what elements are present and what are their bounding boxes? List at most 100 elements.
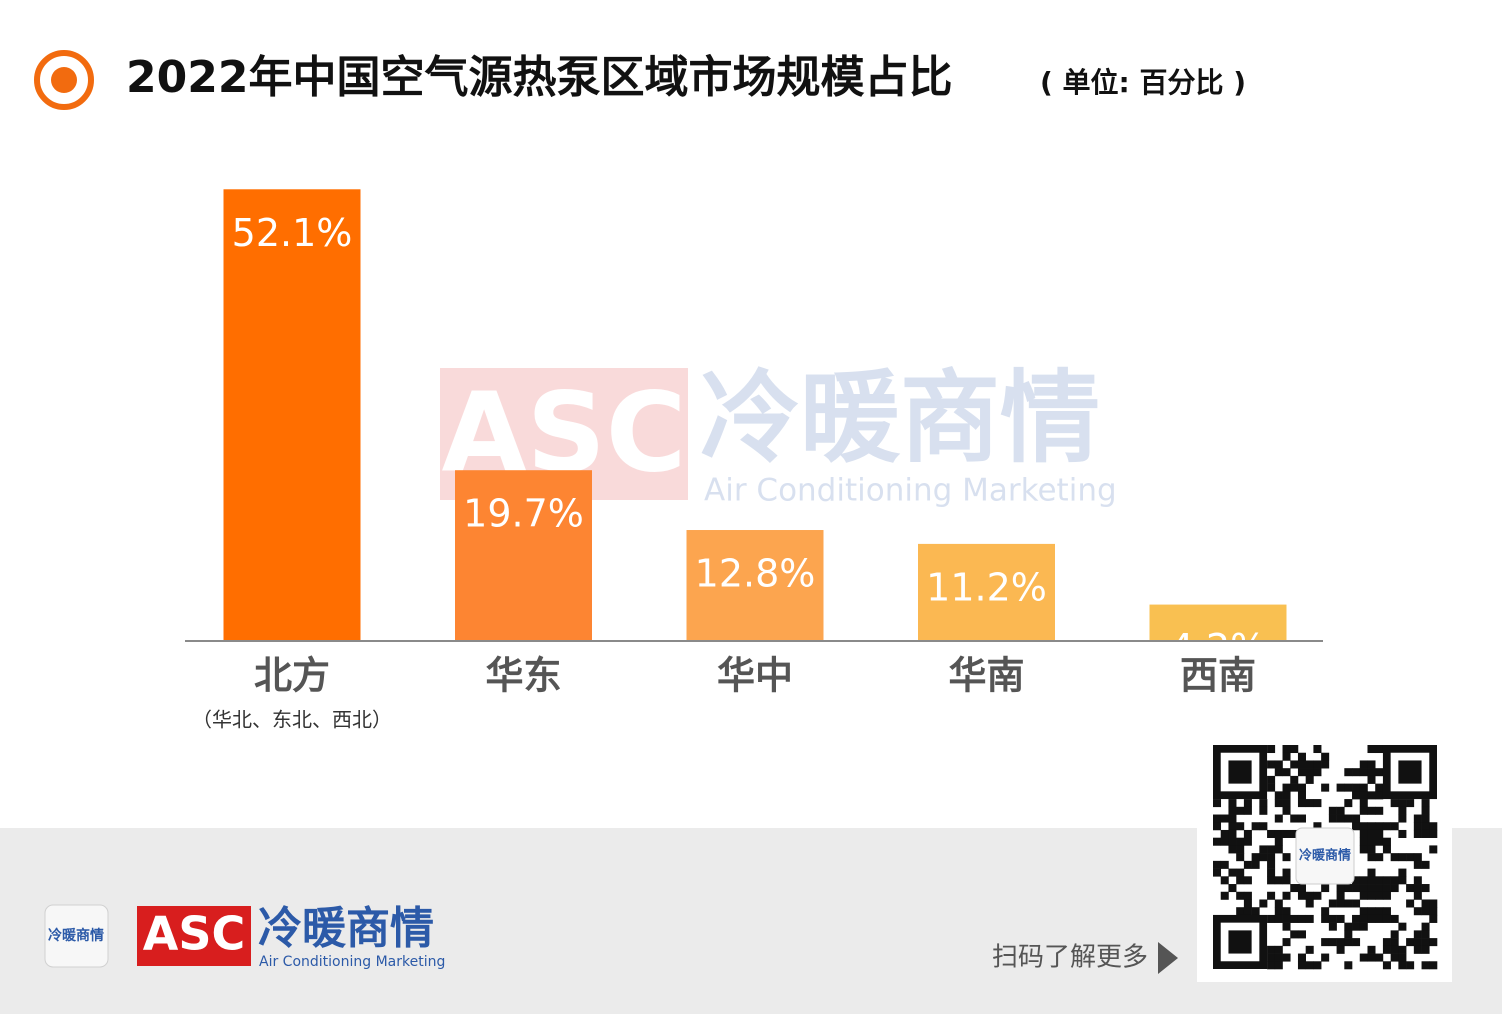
- qr-module: [1398, 922, 1407, 931]
- qr-module: [1406, 853, 1415, 862]
- qr-module: [1321, 914, 1330, 923]
- qr-logo-text: 冷暖商情: [1299, 848, 1351, 864]
- qr-module: [1429, 829, 1438, 838]
- qr-module: [1352, 768, 1361, 777]
- qr-module: [1413, 829, 1422, 838]
- qr-module: [1313, 961, 1322, 970]
- logo-box: [137, 906, 251, 966]
- qr-module: [1375, 853, 1384, 862]
- qr-finder: [1228, 930, 1252, 954]
- chart-title: 2022年中国空气源热泵区域市场规模占比: [126, 52, 952, 103]
- qr-module: [1375, 829, 1384, 838]
- qr-module: [1375, 953, 1384, 962]
- qr-module: [1344, 899, 1353, 908]
- qr-module: [1213, 814, 1222, 823]
- qr-module: [1344, 922, 1353, 931]
- app-icon: [44, 904, 109, 968]
- qr-module: [1390, 945, 1399, 954]
- qr-module: [1282, 922, 1291, 931]
- qr-module: [1290, 829, 1299, 838]
- qr-module: [1352, 876, 1361, 885]
- qr-module: [1236, 891, 1245, 900]
- qr-module: [1359, 891, 1368, 900]
- qr-module: [1352, 884, 1361, 893]
- qr-module: [1220, 876, 1229, 885]
- qr-module: [1228, 806, 1237, 815]
- qr-module: [1421, 860, 1430, 869]
- qr-module: [1359, 953, 1368, 962]
- qr-module: [1297, 752, 1306, 761]
- qr-module: [1321, 953, 1330, 962]
- qr-module: [1313, 760, 1322, 769]
- qr-module: [1429, 914, 1438, 923]
- watermark-tagline: Air Conditioning Marketing: [704, 473, 1117, 509]
- qr-module: [1375, 907, 1384, 916]
- qr-module: [1297, 884, 1306, 893]
- qr-module: [1406, 884, 1415, 893]
- qr-module: [1367, 745, 1376, 754]
- qr-module: [1352, 791, 1361, 800]
- qr-module: [1406, 961, 1415, 970]
- qr-module: [1382, 884, 1391, 893]
- qr-module: [1305, 945, 1314, 954]
- qr-module: [1367, 768, 1376, 777]
- x-tick-label: 华南: [948, 654, 1024, 698]
- qr-module: [1282, 806, 1291, 815]
- qr-module: [1267, 829, 1276, 838]
- qr-module: [1367, 806, 1376, 815]
- qr-module: [1267, 853, 1276, 862]
- value-label: 12.8%: [695, 552, 816, 596]
- qr-finder: [1228, 760, 1252, 784]
- qr-module: [1421, 930, 1430, 939]
- qr-module: [1421, 814, 1430, 823]
- qr-module: [1382, 891, 1391, 900]
- qr-module: [1413, 907, 1422, 916]
- qr-module: [1367, 822, 1376, 831]
- qr-module: [1290, 745, 1299, 754]
- qr-module: [1259, 845, 1268, 854]
- qr-module: [1228, 868, 1237, 877]
- qr-module: [1390, 953, 1399, 962]
- qr-module: [1267, 745, 1276, 754]
- qr-module: [1274, 953, 1283, 962]
- qr-module: [1274, 899, 1283, 908]
- qr-module: [1259, 899, 1268, 908]
- bar: [686, 530, 824, 641]
- qr-module: [1313, 799, 1322, 808]
- qr-module: [1328, 914, 1337, 923]
- qr-module: [1352, 783, 1361, 792]
- qr-module: [1213, 837, 1222, 846]
- qr-module: [1305, 914, 1314, 923]
- qr-module: [1344, 930, 1353, 939]
- qr-module: [1321, 907, 1330, 916]
- title-icon-dot: [51, 67, 77, 93]
- qr-module: [1390, 914, 1399, 923]
- qr-module: [1274, 945, 1283, 954]
- qr-module: [1421, 922, 1430, 931]
- qr-module: [1390, 822, 1399, 831]
- bar: [918, 543, 1055, 641]
- x-tick-label: 西南: [1180, 654, 1256, 698]
- qr-module: [1413, 884, 1422, 893]
- qr-module: [1382, 845, 1391, 854]
- qr-module: [1259, 806, 1268, 815]
- qr-module: [1359, 768, 1368, 777]
- qr-module: [1213, 799, 1222, 808]
- qr-module: [1259, 799, 1268, 808]
- qr-module: [1297, 768, 1306, 777]
- qr-module: [1367, 945, 1376, 954]
- qr-module: [1282, 768, 1291, 777]
- footer-cta: 扫码了解更多: [992, 943, 1148, 973]
- qr-module: [1413, 891, 1422, 900]
- qr-module: [1243, 806, 1252, 815]
- qr-module: [1290, 775, 1299, 784]
- qr-module: [1274, 814, 1283, 823]
- qr-module: [1267, 876, 1276, 885]
- qr-module: [1313, 745, 1322, 754]
- qr-module: [1398, 945, 1407, 954]
- qr-module: [1259, 822, 1268, 831]
- qr-module: [1390, 938, 1399, 947]
- plot: 52.1% 19.7% 12.8% 11.2% 4.2%: [223, 189, 1287, 670]
- qr-module: [1375, 791, 1384, 800]
